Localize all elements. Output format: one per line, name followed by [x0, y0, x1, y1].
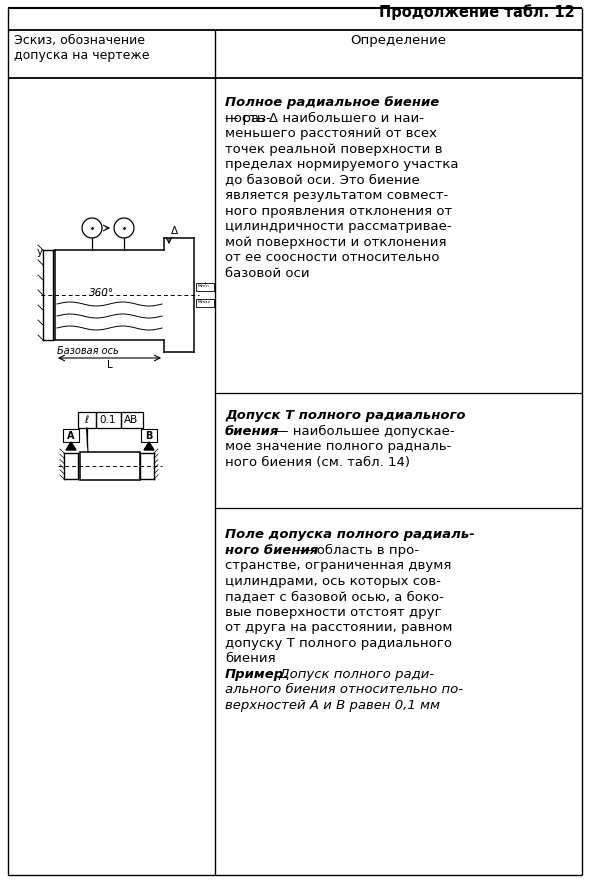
- Text: ℓ: ℓ: [84, 415, 88, 425]
- Polygon shape: [66, 442, 76, 450]
- Polygon shape: [144, 442, 154, 450]
- Text: мой поверхности и отклонения: мой поверхности и отклонения: [225, 236, 447, 248]
- Text: вые поверхности отстоят друг: вые поверхности отстоят друг: [225, 605, 442, 619]
- Text: Δ: Δ: [171, 226, 178, 236]
- Bar: [196, 283, 214, 291]
- Text: до базовой оси. Это биение: до базовой оси. Это биение: [225, 173, 419, 187]
- Text: Rₘᴵₙ: Rₘᴵₙ: [197, 282, 209, 288]
- Text: Полное радиальное биение: Полное радиальное биение: [225, 96, 439, 109]
- Text: ального биения относительно по-: ального биения относительно по-: [225, 683, 463, 696]
- Text: 360°: 360°: [90, 288, 114, 298]
- Text: Базовая ось: Базовая ось: [57, 346, 119, 356]
- Text: меньшего расстояний от всех: меньшего расстояний от всех: [225, 127, 437, 140]
- Text: допуску Т полного радиального: допуску Т полного радиального: [225, 636, 452, 649]
- Text: Допуск Т полного радиального: Допуск Т полного радиального: [225, 409, 466, 422]
- Text: от друга на расстоянии, равном: от друга на расстоянии, равном: [225, 621, 453, 634]
- Text: цилиндричности рассматривае-: цилиндричности рассматривае-: [225, 220, 451, 233]
- Text: ного проявления отклонения от: ного проявления отклонения от: [225, 204, 452, 217]
- Text: Rₘₐₓ: Rₘₐₓ: [197, 298, 211, 304]
- Text: точек реальной поверхности в: точек реальной поверхности в: [225, 143, 442, 156]
- Text: биения: биения: [225, 652, 276, 665]
- Text: верхностей А и В равен 0,1 мм: верхностей А и В равен 0,1 мм: [225, 699, 440, 712]
- Text: Поле допуска полного радиаль-: Поле допуска полного радиаль-: [225, 528, 475, 541]
- Text: цилиндрами, ось которых сов-: цилиндрами, ось которых сов-: [225, 575, 441, 588]
- Bar: [80, 452, 140, 480]
- Text: мое значение полного радналь-: мое значение полного радналь-: [225, 440, 451, 453]
- Text: — раз-: — раз-: [225, 112, 271, 124]
- Text: Пример.: Пример.: [225, 668, 289, 680]
- Text: биения: биения: [225, 424, 280, 437]
- Text: от ее соосности относительно: от ее соосности относительно: [225, 251, 440, 264]
- Text: L: L: [107, 360, 112, 370]
- Text: AB: AB: [124, 415, 139, 425]
- Bar: [120, 412, 143, 428]
- Text: ного биения (см. табл. 14): ного биения (см. табл. 14): [225, 456, 410, 468]
- Text: — область в про-: — область в про-: [295, 544, 419, 556]
- Text: A: A: [67, 430, 75, 441]
- Text: странстве, ограниченная двумя: странстве, ограниченная двумя: [225, 559, 451, 572]
- Text: Допуск полного ради-: Допуск полного ради-: [275, 668, 434, 680]
- Text: ность Δ наибольшего и наи-: ность Δ наибольшего и наи-: [225, 112, 424, 124]
- Text: Продолжение табл. 12: Продолжение табл. 12: [379, 4, 575, 19]
- Text: является результатом совмест-: является результатом совмест-: [225, 189, 448, 202]
- Text: пределах нормируемого участка: пределах нормируемого участка: [225, 158, 458, 171]
- Bar: [141, 429, 157, 442]
- Bar: [63, 429, 79, 442]
- Text: Определение: Определение: [350, 34, 446, 47]
- Text: — наибольшее допускае-: — наибольшее допускае-: [271, 424, 455, 437]
- Bar: [196, 299, 214, 307]
- Text: 0.1: 0.1: [100, 415, 116, 425]
- Bar: [96, 412, 120, 428]
- Text: y: y: [37, 247, 43, 257]
- Bar: [77, 412, 96, 428]
- Text: базовой оси: базовой оси: [225, 267, 310, 280]
- Text: Эскиз, обозначение
допуска на чертеже: Эскиз, обозначение допуска на чертеже: [14, 34, 149, 62]
- Text: падает с базовой осью, а боко-: падает с базовой осью, а боко-: [225, 590, 444, 603]
- Text: B: B: [145, 430, 153, 441]
- Text: ного биения: ного биения: [225, 544, 318, 556]
